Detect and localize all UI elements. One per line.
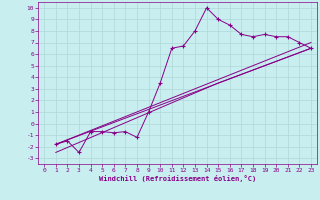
X-axis label: Windchill (Refroidissement éolien,°C): Windchill (Refroidissement éolien,°C) bbox=[99, 175, 256, 182]
